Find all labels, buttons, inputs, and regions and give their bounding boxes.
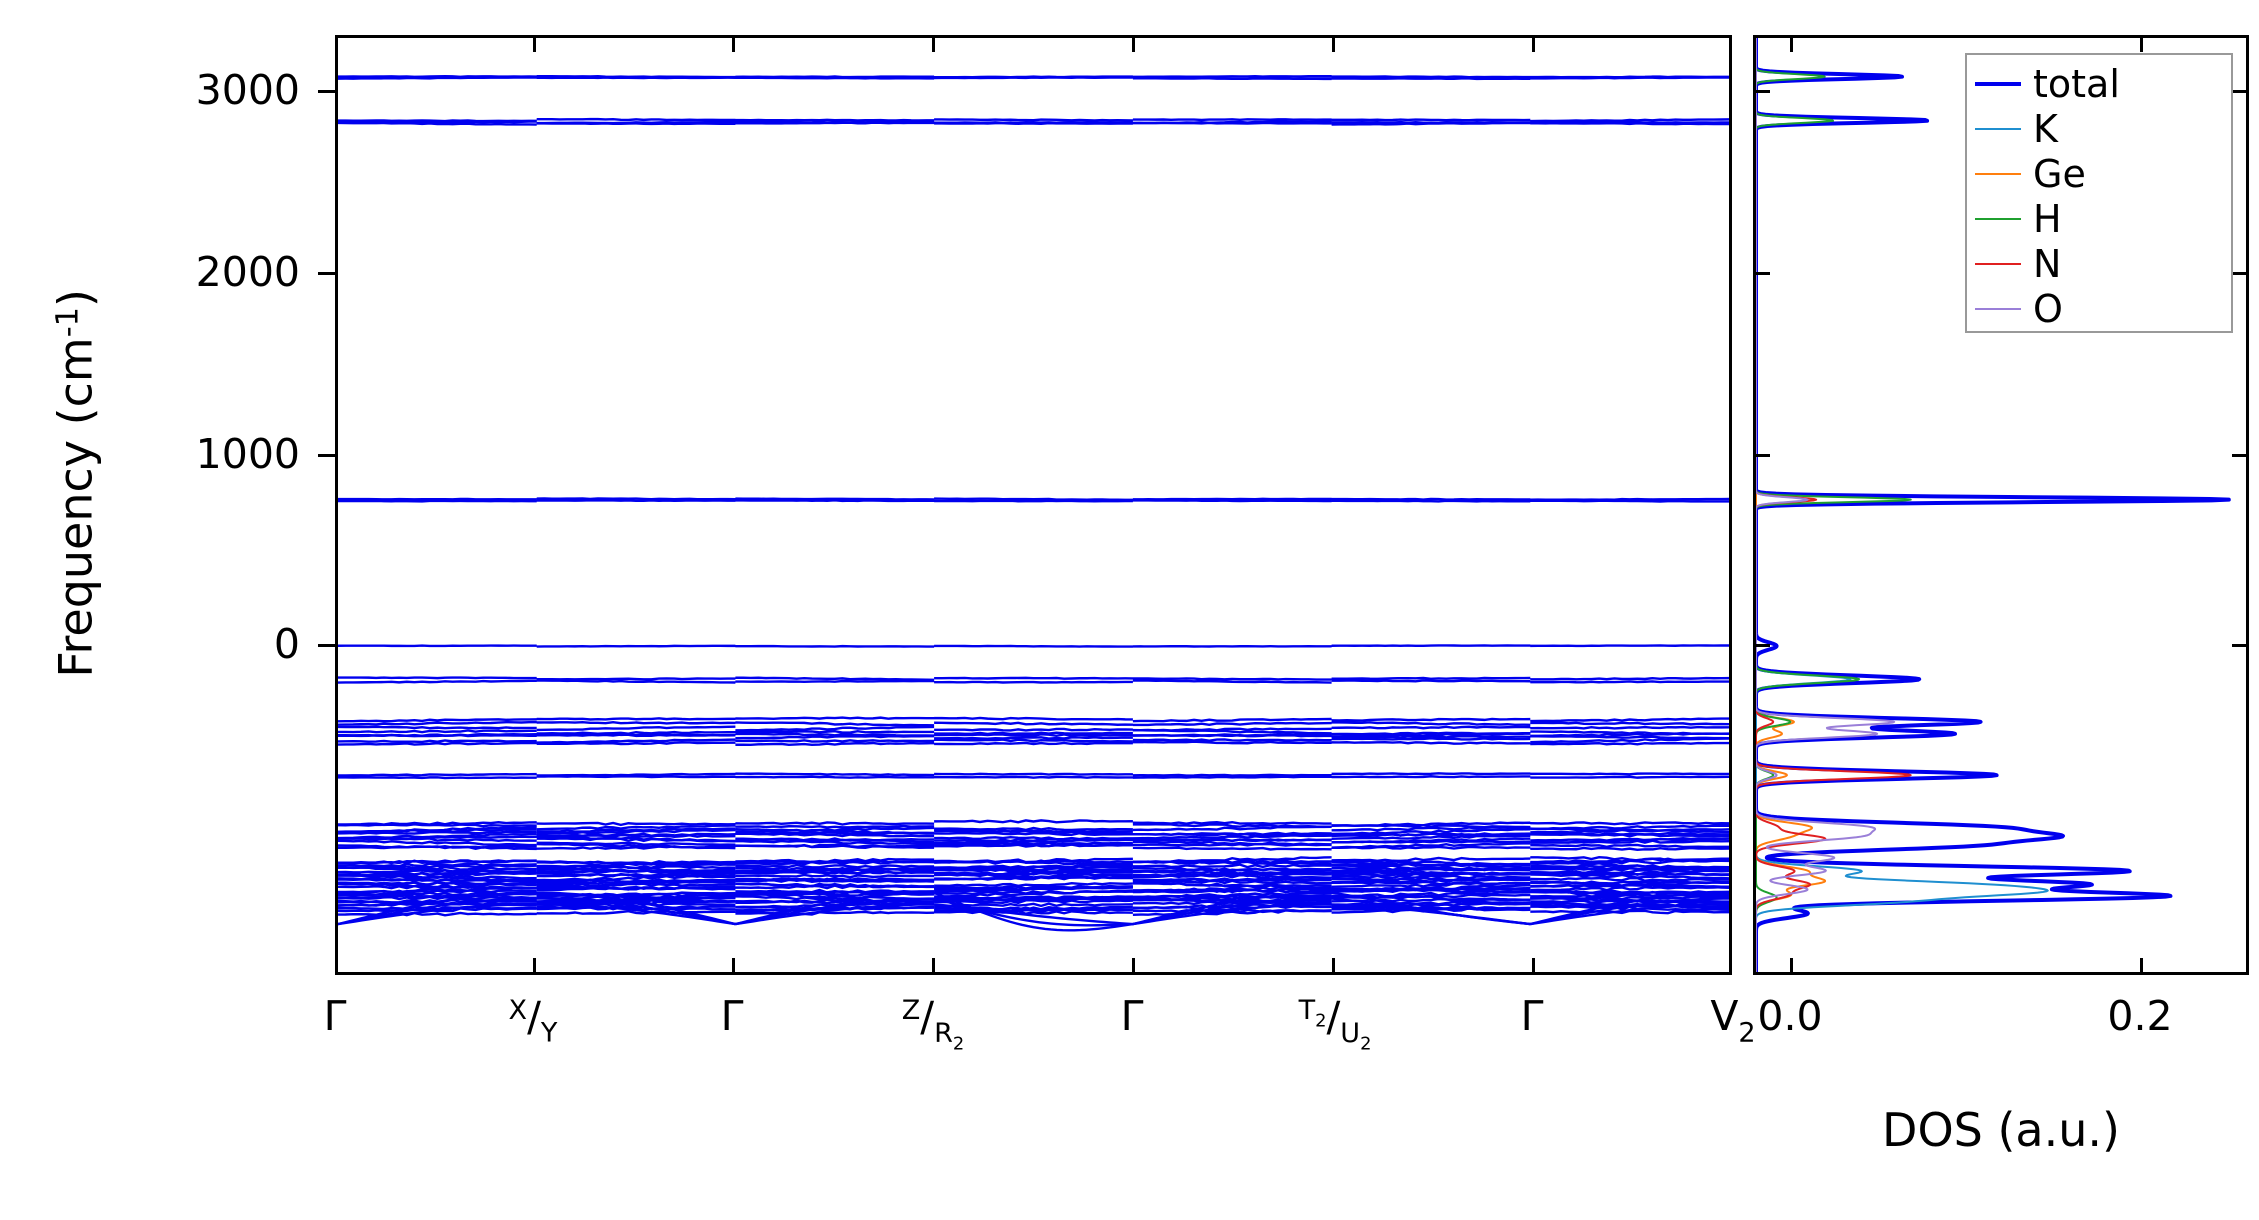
- x-tick-num-t-sub: 2: [1315, 1010, 1327, 1032]
- dos-x-tick-mark-0.0: [1790, 958, 1793, 975]
- dos-y-tick-right-1000: [2232, 454, 2249, 457]
- x-tick-den-r: R2: [934, 1017, 965, 1055]
- x-tick-num-z: Z: [901, 995, 921, 1026]
- x-tick-top-gamma-2: [732, 35, 735, 52]
- x-tick-den-r-sub: 2: [952, 1033, 965, 1055]
- x-tick-label-z-over-r2: Z/R2: [868, 988, 998, 1067]
- legend-swatch-o: [1975, 307, 2021, 310]
- x-tick-label-gamma-1: Γ: [275, 993, 395, 1039]
- x-tick-label-gamma-3-text: Γ: [1120, 992, 1144, 1040]
- y-tick-label-3000: 3000: [195, 66, 300, 114]
- legend-label-ge: Ge: [2033, 151, 2086, 196]
- y-tick-mark-0: [318, 644, 335, 647]
- x-tick-mark-gamma-4: [1532, 958, 1535, 975]
- y-tick-mark-2000: [318, 272, 335, 275]
- legend-item-k[interactable]: K: [1975, 106, 2221, 151]
- x-tick-label-x-over-y: X/Y: [473, 988, 593, 1057]
- x-tick-top-gamma-3: [1132, 35, 1135, 52]
- x-tick-frac-x-over-y: X/Y: [509, 988, 558, 1057]
- x-tick-top-z-over-r2: [932, 35, 935, 52]
- x-tick-label-gamma-2: Γ: [672, 993, 792, 1039]
- x-tick-top-x-over-y: [533, 35, 536, 52]
- x-tick-label-v2-sub: 2: [1738, 1017, 1756, 1049]
- x-tick-frac-z-over-r2: Z/R2: [902, 988, 965, 1067]
- dos-y-tick-2000: [1753, 272, 1770, 275]
- x-tick-mark-x-over-y: [533, 958, 536, 975]
- dos-y-tick-1000: [1753, 454, 1770, 457]
- legend-item-h[interactable]: H: [1975, 196, 2221, 241]
- slash-glyph: /: [920, 992, 935, 1041]
- dos-x-tick-top-0.2: [2140, 35, 2143, 52]
- legend-label-o: O: [2033, 286, 2063, 331]
- y-tick-label-2000: 2000: [195, 248, 300, 296]
- x-tick-label-gamma-4-text: Γ: [1520, 992, 1544, 1040]
- legend-swatch-k: [1975, 127, 2021, 130]
- dos-x-tick-label-0.0: 0.0: [1757, 992, 1823, 1040]
- dos-clip: [1756, 38, 2246, 972]
- x-tick-top-gamma-4: [1532, 35, 1535, 52]
- dos-x-tick-mark-0.2: [2140, 958, 2143, 975]
- x-tick-den-y: Y: [540, 1017, 558, 1049]
- y-tick-label-1000: 1000: [195, 430, 300, 478]
- y-tick-label-0: 0: [273, 620, 300, 668]
- dos-y-tick-0: [1753, 644, 1770, 647]
- legend-swatch-h: [1975, 217, 2021, 220]
- y-tick-mark-3000: [318, 90, 335, 93]
- legend-swatch-ge: [1975, 172, 2021, 175]
- x-tick-den-u-sub: 2: [1360, 1033, 1372, 1055]
- x-tick-label-v2: V2: [1668, 993, 1798, 1056]
- x-tick-mark-t2-over-u2: [1332, 958, 1335, 975]
- legend-item-o[interactable]: O: [1975, 286, 2221, 331]
- x-tick-top-t2-over-u2: [1332, 35, 1335, 52]
- y-tick-mark-1000: [318, 454, 335, 457]
- y-axis-title-exponent: -1: [50, 307, 86, 338]
- x-tick-mark-z-over-r2: [932, 958, 935, 975]
- legend-item-total[interactable]: total: [1975, 61, 2221, 106]
- band-structure-curves: [338, 74, 1729, 932]
- dos-curves: [1756, 38, 2231, 972]
- x-tick-mark-gamma-2: [732, 958, 735, 975]
- slash-glyph: /: [1326, 992, 1341, 1041]
- x-tick-num-t: T2: [1298, 995, 1327, 1032]
- x-tick-label-gamma-1-text: Γ: [323, 992, 347, 1040]
- band-structure-clip: [338, 38, 1729, 972]
- legend-label-total: total: [2033, 61, 2120, 106]
- x-tick-label-gamma-3: Γ: [1072, 993, 1192, 1039]
- x-tick-frac-t2-over-u2: T2/U2: [1299, 988, 1372, 1067]
- legend-label-n: N: [2033, 241, 2062, 286]
- x-tick-label-gamma-2-text: Γ: [720, 992, 744, 1040]
- band-structure-panel: [335, 35, 1732, 975]
- legend-label-h: H: [2033, 196, 2062, 241]
- dos-x-tick-label-0.2: 0.2: [2107, 992, 2173, 1040]
- slash-glyph: /: [527, 992, 541, 1041]
- dos-y-tick-right-3000: [2232, 90, 2249, 93]
- legend-item-n[interactable]: N: [1975, 241, 2221, 286]
- dos-axis-title: DOS (a.u.): [1882, 1103, 2120, 1157]
- legend-item-ge[interactable]: Ge: [1975, 151, 2221, 196]
- x-tick-den-u: U2: [1340, 1017, 1372, 1055]
- legend-label-k: K: [2033, 106, 2058, 151]
- dos-x-tick-top-0.0: [1790, 35, 1793, 52]
- x-tick-label-t2-over-u2: T2/U2: [1265, 988, 1405, 1067]
- dos-y-tick-right-0: [2232, 644, 2249, 647]
- x-tick-label-v2-text: V: [1710, 992, 1739, 1040]
- dos-y-tick-3000: [1753, 90, 1770, 93]
- x-tick-label-gamma-4: Γ: [1472, 993, 1592, 1039]
- legend-swatch-n: [1975, 262, 2021, 265]
- legend: total K Ge H N O: [1965, 53, 2233, 333]
- dos-y-tick-right-2000: [2232, 272, 2249, 275]
- legend-swatch-total: [1975, 81, 2021, 86]
- x-tick-mark-gamma-3: [1132, 958, 1135, 975]
- x-tick-num-x: X: [508, 995, 528, 1026]
